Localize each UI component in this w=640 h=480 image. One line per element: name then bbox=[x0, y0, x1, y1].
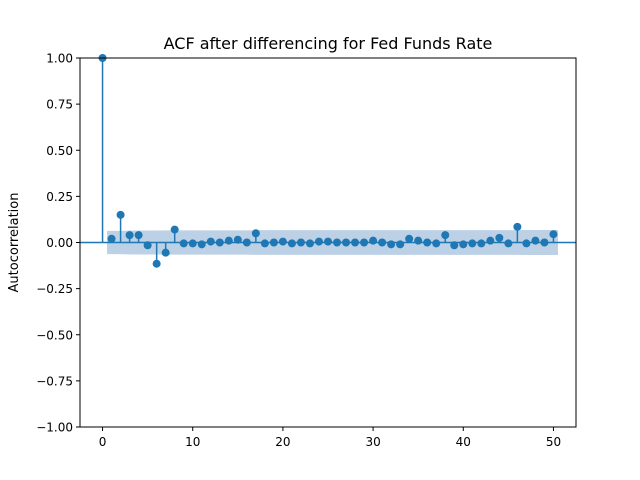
acf-marker bbox=[540, 238, 549, 247]
acf-marker bbox=[369, 236, 378, 245]
acf-marker bbox=[504, 239, 513, 248]
acf-marker bbox=[215, 238, 224, 247]
y-tick-label: −1.00 bbox=[36, 421, 73, 435]
acf-marker bbox=[414, 236, 423, 245]
chart-title: ACF after differencing for Fed Funds Rat… bbox=[164, 34, 493, 53]
acf-marker bbox=[486, 236, 495, 245]
acf-marker bbox=[405, 234, 414, 243]
y-tick-label: 1.00 bbox=[46, 52, 73, 66]
acf-marker bbox=[450, 241, 459, 250]
acf-marker bbox=[170, 225, 179, 234]
x-tick-label: 40 bbox=[456, 435, 471, 449]
acf-marker bbox=[305, 239, 314, 248]
acf-marker bbox=[206, 237, 215, 246]
acf-marker bbox=[107, 234, 116, 243]
acf-marker bbox=[324, 237, 332, 246]
acf-marker bbox=[342, 238, 351, 247]
acf-marker bbox=[224, 236, 233, 245]
acf-marker bbox=[351, 238, 360, 247]
acf-marker bbox=[143, 241, 152, 250]
acf-marker bbox=[179, 239, 188, 248]
acf-marker bbox=[378, 238, 387, 247]
y-tick-label: −0.75 bbox=[36, 374, 73, 388]
acf-marker bbox=[396, 240, 405, 249]
x-axis-ticks: 0 10 20 30 40 50 bbox=[99, 427, 561, 449]
acf-marker bbox=[495, 233, 504, 242]
acf-marker bbox=[432, 239, 441, 248]
acf-marker bbox=[360, 238, 369, 247]
y-tick-label: −0.50 bbox=[36, 328, 73, 342]
acf-marker bbox=[278, 237, 287, 246]
acf-marker bbox=[197, 240, 206, 249]
y-tick-label: 0.25 bbox=[46, 190, 73, 204]
acf-marker bbox=[531, 236, 540, 245]
acf-marker bbox=[125, 231, 134, 240]
y-tick-label: 0.75 bbox=[46, 98, 73, 112]
y-axis-ticks: −1.00 −0.75 −0.50 −0.25 0.00 0.25 0.50 0.75 1.00 bbox=[36, 52, 80, 435]
acf-marker bbox=[116, 210, 125, 219]
acf-marker bbox=[468, 239, 477, 248]
y-axis-label: Autocorrelation bbox=[7, 193, 22, 293]
x-tick-label: 30 bbox=[365, 435, 380, 449]
acf-marker bbox=[423, 238, 432, 247]
acf-marker bbox=[522, 239, 531, 248]
acf-marker bbox=[161, 248, 170, 257]
acf-marker bbox=[260, 239, 269, 248]
acf-marker bbox=[314, 237, 323, 246]
y-tick-label: 0.00 bbox=[46, 236, 73, 250]
acf-marker bbox=[152, 259, 161, 268]
acf-marker bbox=[333, 238, 342, 247]
acf-marker bbox=[242, 238, 251, 247]
acf-marker bbox=[296, 238, 305, 247]
acf-marker bbox=[459, 240, 468, 249]
acf-marker bbox=[441, 231, 450, 240]
acf-marker bbox=[188, 239, 197, 248]
acf-marker bbox=[549, 230, 558, 239]
acf-marker bbox=[134, 231, 143, 240]
acf-marker bbox=[513, 222, 522, 231]
acf-marker bbox=[287, 239, 296, 248]
x-tick-label: 0 bbox=[99, 435, 107, 449]
y-tick-label: −0.25 bbox=[36, 282, 73, 296]
x-tick-label: 10 bbox=[185, 435, 200, 449]
acf-marker bbox=[251, 229, 260, 238]
marker-layer bbox=[98, 54, 558, 268]
acf-marker bbox=[477, 239, 486, 248]
acf-marker bbox=[269, 238, 278, 247]
acf-marker bbox=[233, 235, 242, 244]
x-tick-label: 50 bbox=[546, 435, 561, 449]
acf-marker bbox=[387, 240, 396, 249]
y-tick-label: 0.50 bbox=[46, 144, 73, 158]
x-tick-label: 20 bbox=[275, 435, 290, 449]
